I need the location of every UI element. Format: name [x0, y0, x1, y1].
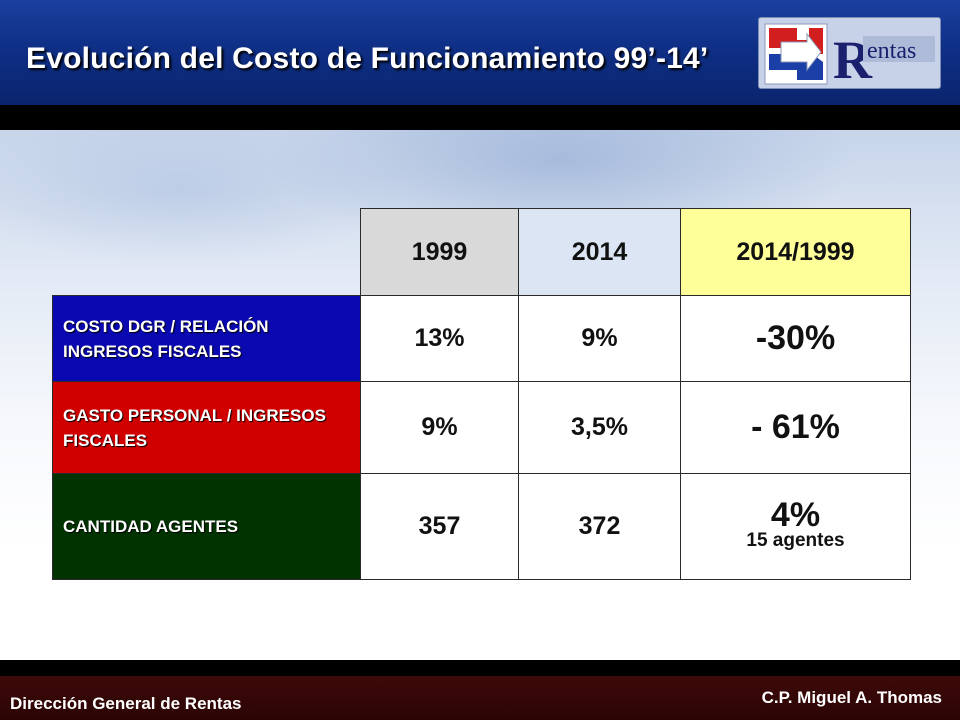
column-header-2014: 2014 — [518, 208, 681, 296]
cell-2014: 9% — [518, 295, 681, 382]
rentas-logo: R entas — [758, 17, 941, 89]
table-corner — [53, 209, 361, 296]
cell-ratio: 4% 15 agentes — [680, 473, 911, 580]
cell-2014: 372 — [518, 473, 681, 580]
cell-2014: 3,5% — [518, 381, 681, 474]
rentas-logo-graphic: R entas — [759, 18, 940, 88]
table-header-row: 1999 2014 2014/1999 — [53, 208, 911, 296]
header-band: Evolución del Costo de Funcionamiento 99… — [0, 0, 960, 108]
cell-1999: 9% — [360, 381, 519, 474]
cell-1999: 357 — [360, 473, 519, 580]
cell-ratio: -30% — [680, 295, 911, 382]
row-label-costo-dgr: COSTO DGR / RELACIÓN INGRESOS FISCALES — [52, 295, 361, 382]
page-title: Evolución del Costo de Funcionamiento 99… — [26, 42, 709, 75]
table-row: COSTO DGR / RELACIÓN INGRESOS FISCALES 1… — [52, 295, 911, 382]
cell-ratio: - 61% — [680, 381, 911, 474]
footer-organization: Dirección General de Rentas — [10, 694, 242, 713]
row-label-gasto-personal: GASTO PERSONAL / INGRESOS FISCALES — [52, 381, 361, 474]
cost-comparison-table: 1999 2014 2014/1999 COSTO DGR / RELACIÓN… — [52, 208, 911, 580]
column-header-ratio: 2014/1999 — [680, 208, 911, 296]
ratio-value: 4% — [770, 495, 821, 534]
table-row: CANTIDAD AGENTES 357 372 4% 15 agentes — [52, 473, 911, 580]
bottom-divider-band — [0, 660, 960, 676]
footer-author: C.P. Miguel A. Thomas — [761, 688, 942, 707]
footer-band: Dirección General de Rentas C.P. Miguel … — [0, 676, 960, 720]
top-divider-band — [0, 105, 960, 130]
cell-1999: 13% — [360, 295, 519, 382]
column-header-1999: 1999 — [360, 208, 519, 296]
row-label-cantidad-agentes: CANTIDAD AGENTES — [52, 473, 361, 580]
ratio-note: 15 agentes — [746, 529, 845, 551]
table-row: GASTO PERSONAL / INGRESOS FISCALES 9% 3,… — [52, 381, 911, 474]
svg-text:entas: entas — [867, 38, 916, 64]
